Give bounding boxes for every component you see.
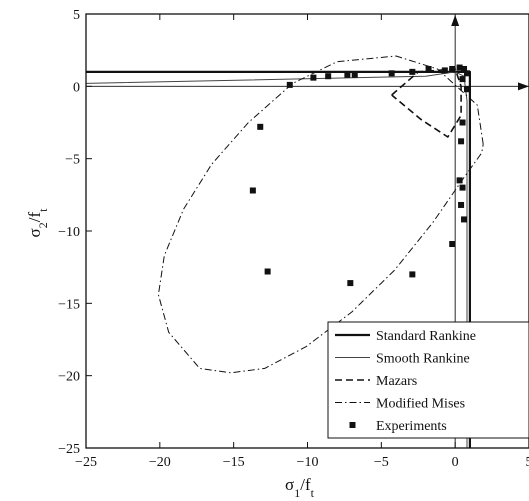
legend-label: Smooth Rankine <box>376 352 470 367</box>
y-tick-label: −5 <box>65 153 80 168</box>
series-line-smooth-rankine <box>86 71 468 448</box>
axis-titles: σ1/ft σ2/ft <box>25 208 315 500</box>
experiment-point <box>461 216 468 223</box>
experiment-point <box>449 65 456 72</box>
experiment-point <box>409 68 416 75</box>
x-tick-label: −10 <box>297 455 319 470</box>
y-tick-label: −15 <box>58 297 80 312</box>
legend-item-smooth-rankine: Smooth Rankine <box>335 352 470 367</box>
legend-label: Modified Mises <box>376 397 465 412</box>
series-experiments <box>249 64 470 287</box>
experiment-point <box>286 81 293 88</box>
x-axis-title: σ1/ft <box>285 475 315 500</box>
legend-swatch <box>349 422 356 428</box>
experiment-point <box>456 64 463 71</box>
experiment-point <box>351 71 358 78</box>
series-line-mazars <box>391 68 462 138</box>
legend-item-mazars: Mazars <box>335 374 417 389</box>
x-tick-label: −5 <box>374 455 389 470</box>
legend: Standard Rankine Smooth Rankine Mazars Modi… <box>327 321 529 439</box>
experiment-point <box>459 119 466 126</box>
x-tick-label: −15 <box>223 455 245 470</box>
y-tick-label: −10 <box>58 225 80 240</box>
series-line-modified-mises <box>157 55 484 374</box>
experiment-point <box>449 241 456 248</box>
horizontal-arrow-head <box>518 82 529 91</box>
legend-item-modified-mises: Modified Mises <box>335 397 465 412</box>
legend-item-experiments: Experiments <box>349 419 447 434</box>
experiment-point <box>310 74 317 81</box>
legend-label: Standard Rankine <box>376 329 476 344</box>
y-tick-label: −20 <box>58 370 80 385</box>
experiment-point <box>264 268 271 275</box>
x-tick-label: 5 <box>526 455 529 470</box>
plot-content <box>86 15 529 448</box>
legend-label: Mazars <box>376 374 417 389</box>
experiment-point <box>461 65 468 72</box>
experiment-point <box>344 71 351 78</box>
frame-ticks <box>85 13 529 449</box>
experiment-point <box>441 67 448 74</box>
experiment-point <box>257 123 264 130</box>
experiment-point <box>388 70 395 77</box>
experiment-point <box>425 65 432 72</box>
experiment-point <box>456 177 463 184</box>
y-tick-label: −25 <box>58 442 80 457</box>
experiment-point <box>325 73 332 80</box>
y-tick-label: 5 <box>73 8 80 23</box>
experiment-point <box>459 184 466 191</box>
vertical-arrow-head <box>451 15 460 26</box>
y-tick-label: 0 <box>73 80 80 95</box>
experiment-point <box>463 70 470 77</box>
tick-labels: −25 −20 −15 −10 −5 0 5 −25 −20 −15 −10 −5 0 5 <box>58 8 529 470</box>
experiment-point <box>249 187 256 194</box>
x-tick-label: −20 <box>149 455 171 470</box>
x-tick-label: 0 <box>452 455 459 470</box>
legend-item-standard-rankine: Standard Rankine <box>335 329 476 344</box>
experiment-point <box>463 86 470 93</box>
x-tick-label: −25 <box>75 455 97 470</box>
experiment-point <box>347 280 354 287</box>
experiment-point <box>409 271 416 278</box>
experiment-point <box>458 138 465 145</box>
experiment-point <box>458 201 465 208</box>
y-axis-title: σ2/ft <box>25 208 50 238</box>
legend-label: Experiments <box>376 419 447 434</box>
experiment-point <box>459 76 466 83</box>
